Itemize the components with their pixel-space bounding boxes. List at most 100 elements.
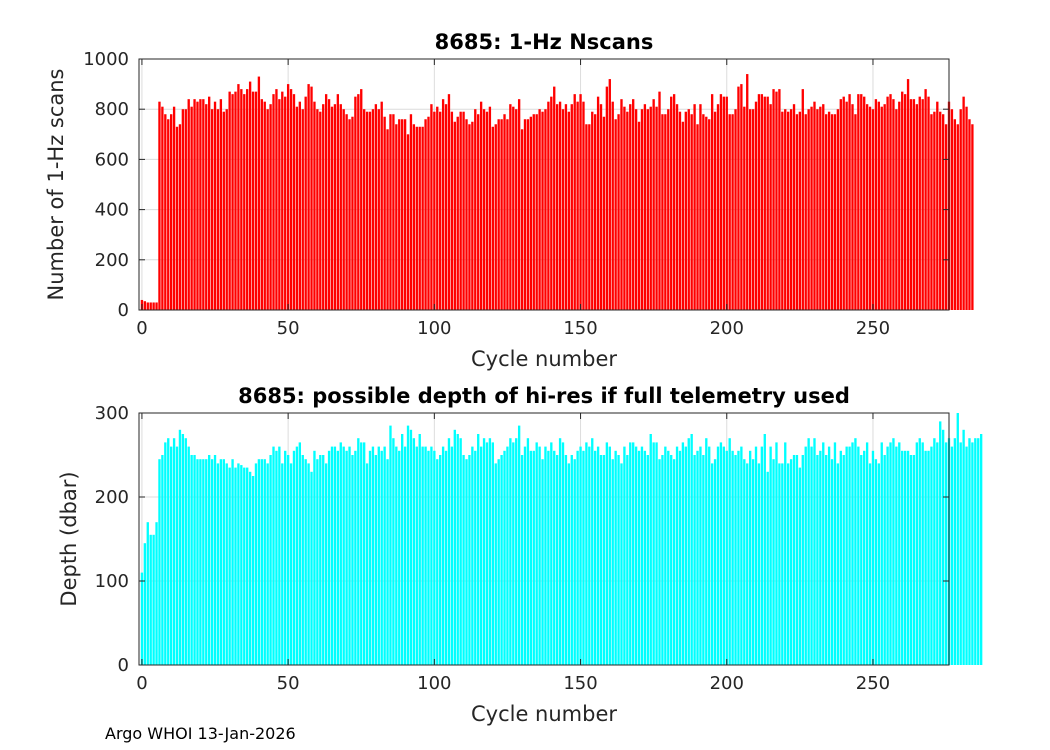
chart2-bar [286,455,290,665]
chart1-bar [652,99,655,310]
chart1-bar [553,86,556,310]
chart2-bar [681,442,685,665]
chart2-bar [479,446,483,665]
chart2-bar [886,446,889,665]
chart2-bar [675,446,679,665]
chart1-xtick-label: 200 [710,318,744,339]
chart1-bar [535,114,538,310]
chart2-bar [746,463,749,665]
chart2-ytick-label: 0 [118,655,129,676]
chart1-bar [787,111,790,311]
chart2-bar [345,450,348,665]
chart1-bar [655,106,658,310]
chart2-bar [210,459,214,665]
chart1-plot-area [139,59,949,310]
chart2-bar [327,450,331,665]
chart2-bar [515,438,518,665]
chart1-bar [161,106,164,310]
chart2-bar [371,446,375,665]
chart1-bar [889,94,892,310]
chart2-bar [678,450,682,665]
chart1-bar [827,111,831,311]
chart1-bar [377,109,380,310]
chart1-bar [523,119,527,311]
chart2-bar [354,450,357,665]
chart1-bar [792,104,796,311]
chart1-bar [906,79,910,310]
chart1-bar [424,119,427,311]
chart2-bar [757,463,761,665]
chart1-bar [219,99,223,310]
chart2-bar [421,446,424,665]
chart1-bar [374,104,378,311]
chart1-bar [708,119,711,311]
chart2-bar [228,467,231,665]
chart1-bar [643,104,647,311]
chart1-bar [620,99,623,310]
chart2-bar [140,572,144,665]
chart2-xtick-label: 150 [563,673,597,694]
chart1-bar [479,101,483,310]
chart2-bar [520,455,524,665]
chart2-bar [962,429,965,665]
chart1-bar [184,109,187,310]
chart1-bar [839,99,842,310]
chart1-ytick-label: 600 [95,149,129,170]
chart2-bar [702,455,705,665]
chart2-bar [576,450,579,665]
chart2-bar [787,463,790,665]
chart2-bar [690,434,693,665]
chart1-bar [713,111,717,311]
chart1-bar [365,111,369,311]
chart1-bar [278,99,281,310]
chart1-bar [845,101,848,310]
chart2-bar [769,446,772,665]
chart2-plot-area [139,413,949,665]
chart2-xtick-label: 250 [856,673,890,694]
chart2-bar [807,438,810,665]
chart2-bar [310,471,313,665]
chart2-bar [789,459,793,665]
chart1-bar [172,106,176,310]
chart2-bar [903,450,907,665]
chart2-bar [234,467,237,665]
chart2-bar [971,442,974,665]
chart1-bar [421,126,424,311]
chart1-bar [772,89,775,311]
chart2-bar [500,455,503,665]
chart2-bar [582,450,585,665]
chart2-bar [213,455,217,665]
chart2-bar [348,446,351,665]
chart2-bar [424,446,427,665]
chart2-bar [316,459,319,665]
chart1-bar [474,109,477,310]
chart2-bar [313,450,316,665]
chart2-xtick-label: 50 [277,673,300,694]
chart1-bar [760,94,764,310]
chart1-bar [503,114,506,310]
chart1-bar [257,76,261,310]
chart1-bar [477,114,480,310]
chart1-bar [860,94,863,310]
chart2-bar [941,429,945,665]
chart1-bar [392,114,395,310]
chart2-bar [406,425,410,665]
chart2-bar [819,450,822,665]
chart1-bar [213,101,217,310]
chart2-bar [594,450,597,665]
chart1-bar [623,106,626,310]
chart2-bar [231,459,234,665]
chart2-bar [968,438,971,665]
chart1-bar [450,111,454,311]
chart1-bar [380,101,383,310]
chart2-bar [640,446,644,665]
chart1-bar [912,99,916,310]
chart1-bar [769,104,772,311]
chart2-bar [827,446,831,665]
chart2-bar [649,434,652,665]
chart1-bar [719,94,723,310]
chart1-bar [585,124,588,310]
chart2-bar [801,455,804,665]
chart1-bar [696,124,699,310]
chart1-bar [272,94,275,310]
